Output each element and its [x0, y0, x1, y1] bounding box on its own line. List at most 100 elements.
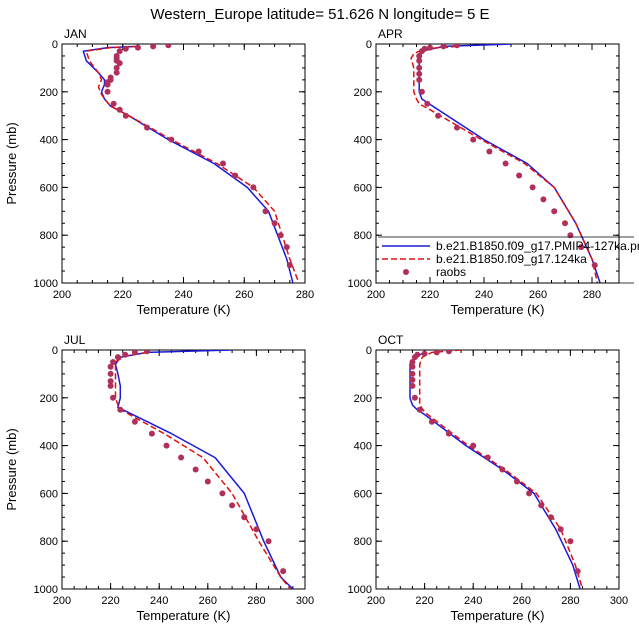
raobs-point: [286, 262, 293, 269]
plot-data: [409, 350, 584, 589]
y-tick-label: 400: [40, 441, 58, 453]
raobs-point: [499, 466, 506, 473]
raobs-point: [250, 184, 257, 191]
x-axis-label: Temperature (K): [137, 608, 231, 623]
x-axis-label: Temperature (K): [451, 608, 545, 623]
x-tick-label: 240: [150, 595, 168, 607]
raobs-point: [454, 44, 460, 49]
series-line-b-e21-b1850-f09-g17-pmip4-127ka-proto: [409, 351, 581, 589]
raobs-point: [107, 370, 114, 377]
legend-label-b-e21-b1850-f09-g17-124ka: b.e21.B1850.f09_g17.124ka: [436, 252, 587, 266]
y-tick-label: 600: [40, 488, 58, 500]
raobs-point: [567, 538, 574, 545]
raobs-point: [574, 568, 581, 575]
panel-apr: 200 220 240 260 280 0 200 400 600 800 1000 APR Tempe…: [348, 27, 639, 317]
raobs-point: [424, 100, 431, 107]
raobs-point: [168, 136, 175, 143]
raobs-point: [416, 57, 423, 64]
raobs-point: [122, 351, 129, 358]
raobs-point: [113, 64, 120, 71]
raobs-point: [165, 44, 172, 49]
raobs-point: [110, 358, 117, 365]
raobs-point: [591, 262, 598, 269]
x-tick-label: 200: [367, 595, 385, 607]
raobs-point: [110, 394, 117, 401]
x-tick-label: 280: [247, 595, 265, 607]
raobs-point: [241, 514, 248, 521]
x-tick-label: 260: [235, 289, 253, 301]
raobs-point: [232, 172, 239, 179]
raobs-point: [178, 454, 185, 461]
plot-data: [410, 44, 601, 283]
y-tick-label: 600: [354, 182, 372, 194]
y-tick-label: 1000: [34, 278, 58, 290]
raobs-point: [134, 44, 141, 51]
y-tick-label: 800: [354, 536, 372, 548]
raobs-point: [428, 418, 435, 425]
raobs-point: [526, 490, 533, 497]
x-tick-label: 300: [610, 595, 628, 607]
y-tick-label: 200: [354, 393, 372, 405]
x-tick-label: 200: [367, 289, 385, 301]
raobs-point: [262, 208, 269, 215]
x-tick-label: 260: [513, 595, 531, 607]
x-tick-label: 240: [475, 289, 493, 301]
raobs-point: [538, 502, 545, 509]
raobs-point: [122, 45, 129, 52]
raobs-point: [416, 52, 423, 59]
y-tick-label: 600: [354, 488, 372, 500]
raobs-point: [557, 526, 564, 533]
raobs-point: [229, 502, 236, 509]
raobs-point: [421, 350, 428, 357]
legend-marker-raobs: [403, 269, 409, 275]
y-tick-label: 1000: [348, 278, 372, 290]
raobs-point: [144, 124, 151, 131]
raobs-point: [271, 220, 278, 227]
series-line-b-e21-b1850-f09-g17-pmip4-127ka-proto: [82, 45, 294, 283]
x-axis-label: Temperature (K): [451, 302, 545, 317]
raobs-point: [547, 514, 554, 521]
raobs-point: [104, 88, 111, 95]
raobs-point: [516, 172, 523, 179]
raobs-point: [411, 394, 418, 401]
x-tick-label: 280: [583, 289, 601, 301]
legend-label-raobs: raobs: [436, 265, 466, 279]
raobs-point: [416, 406, 423, 413]
raobs-point: [131, 418, 138, 425]
raobs-point: [562, 220, 568, 227]
raobs-point: [502, 160, 509, 167]
raobs-point: [253, 526, 260, 533]
raobs-point: [107, 363, 114, 370]
plot-frame: [61, 43, 306, 284]
y-tick-label: 800: [40, 230, 58, 242]
y-tick-label: 600: [40, 182, 58, 194]
raobs-point: [411, 354, 418, 361]
y-axis-label: Pressure (mb): [4, 428, 19, 510]
panel-jan: 200 220 240 260 280 0 200 400 600 800 1000 JAN Tempe…: [4, 27, 314, 317]
x-tick-label: 220: [114, 289, 132, 301]
raobs-point: [427, 44, 433, 51]
raobs-point: [280, 568, 287, 575]
raobs-point: [116, 106, 123, 113]
y-tick-label: 200: [40, 87, 58, 99]
raobs-point: [409, 358, 416, 365]
raobs-point: [116, 48, 123, 55]
x-tick-label: 200: [53, 289, 71, 301]
y-axis-label: Pressure (mb): [4, 122, 19, 204]
y-tick-label: 1000: [348, 584, 372, 596]
y-tick-label: 1000: [34, 584, 58, 596]
y-tick-label: 400: [40, 135, 58, 147]
raobs-point: [416, 64, 423, 71]
raobs-point: [107, 382, 114, 389]
raobs-point: [470, 442, 477, 449]
raobs-point: [110, 100, 117, 107]
raobs-point: [195, 148, 202, 155]
series-line-b-e21-b1850-f09-g17-124ka: [85, 45, 300, 283]
raobs-point: [418, 88, 425, 95]
panel-oct: 200 220 240 260 280 300 0 200 400 600 800 1000 OCT Te…: [348, 333, 629, 623]
y-tick-label: 800: [40, 536, 58, 548]
raobs-point: [104, 81, 111, 88]
raobs-point: [265, 538, 272, 545]
raobs-point: [163, 442, 170, 449]
x-tick-label: 220: [101, 595, 119, 607]
